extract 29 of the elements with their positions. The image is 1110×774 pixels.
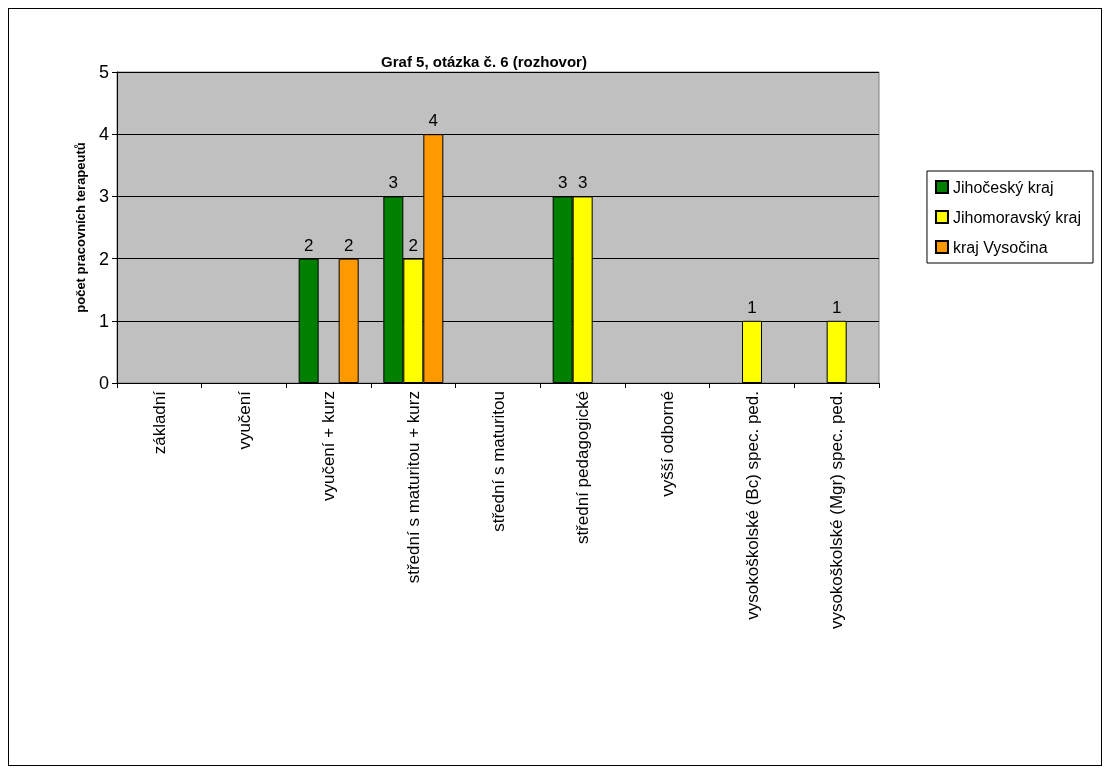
data-label: 2 — [408, 235, 419, 255]
x-tick-label: vysokoškolské (Bc) spec. ped. — [742, 391, 762, 620]
x-tick-label: vyšší odborné — [657, 391, 677, 497]
x-tick-label: střední s maturitou — [488, 391, 508, 532]
x-tick-label: vyučení + kurz — [319, 391, 339, 502]
y-tick-label: 0 — [98, 373, 109, 393]
data-label: 1 — [831, 297, 842, 317]
y-tick-label: 5 — [98, 62, 109, 82]
data-label: 3 — [388, 173, 399, 193]
legend-label: kraj Vysočina — [952, 238, 1048, 256]
data-label: 2 — [343, 235, 354, 255]
y-tick-label: 4 — [98, 124, 109, 145]
x-tick-label: střední s maturitou + kurz — [403, 391, 423, 584]
y-tick-label: 1 — [98, 310, 109, 331]
data-label: 4 — [428, 111, 439, 131]
data-label: 1 — [747, 297, 757, 317]
legend-label: Jihomoravský kraj — [952, 208, 1081, 226]
x-tick-label: vysokoškolské (Mgr) spec. ped. — [827, 391, 847, 630]
data-label: 3 — [557, 173, 568, 193]
y-tick-label: 2 — [98, 248, 109, 269]
y-tick-label: 3 — [98, 186, 109, 207]
data-label: 2 — [303, 235, 314, 255]
chart-title: Graf 5, otázka č. 6 (rozhovor) — [381, 53, 587, 70]
data-label: 3 — [577, 173, 588, 193]
legend-label: Jihočeský kraj — [952, 178, 1054, 196]
y-axis-title: počet pracovních terapeutů — [73, 142, 88, 313]
x-tick-label: vyučení — [234, 390, 254, 450]
x-tick-label: střední pedagogické — [573, 391, 593, 545]
x-tick-label: základní — [149, 390, 169, 455]
